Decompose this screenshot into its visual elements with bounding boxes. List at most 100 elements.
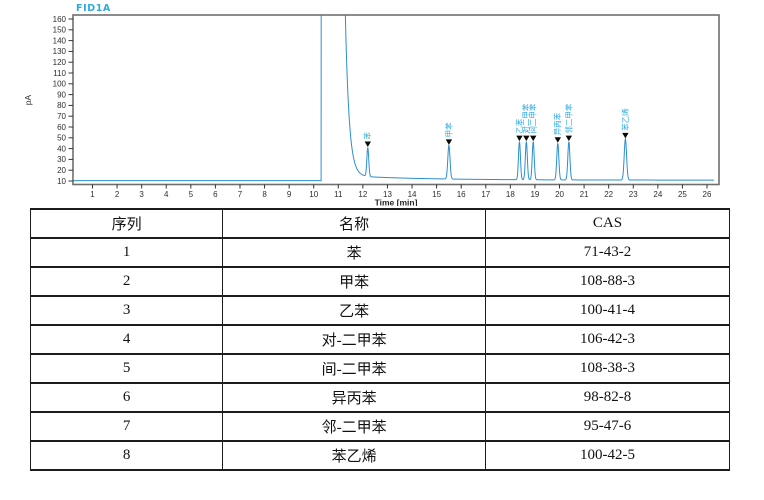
x-tick-label: 5 bbox=[189, 190, 194, 199]
x-tick-label: 16 bbox=[457, 190, 466, 199]
peak-marker bbox=[445, 139, 453, 145]
table-header-col-1: 序列 bbox=[29, 208, 224, 239]
seq-cell: 8 bbox=[29, 440, 224, 471]
table-row: 5 间-二甲苯 108-38-3 bbox=[29, 353, 730, 384]
x-tick-label: 24 bbox=[653, 190, 662, 199]
seq-cell: 6 bbox=[29, 382, 224, 413]
y-tick-label: 140 bbox=[53, 36, 67, 45]
plot-frame bbox=[72, 14, 720, 186]
y-tick-label: 130 bbox=[53, 47, 67, 56]
table-row: 7 邻-二甲苯 95-47-6 bbox=[29, 411, 730, 442]
table-row: 4 对-二甲苯 106-42-3 bbox=[29, 324, 730, 355]
y-tick-label: 60 bbox=[57, 123, 66, 132]
peak-marker bbox=[516, 135, 523, 142]
chromatogram-trace bbox=[73, 15, 715, 182]
y-tick-label: 110 bbox=[53, 69, 66, 78]
peak-label: 对二甲苯 bbox=[521, 103, 531, 133]
cas-cell: 106-42-3 bbox=[485, 324, 730, 355]
cas-cell: 98-82-8 bbox=[485, 382, 730, 413]
x-tick-label: 7 bbox=[238, 190, 243, 199]
peak-label: 乙苯 bbox=[514, 118, 524, 133]
table-header-col-2: 名称 bbox=[222, 208, 487, 239]
y-tick-label: 150 bbox=[53, 26, 67, 35]
table-row: 2 甲苯 108-88-3 bbox=[29, 266, 730, 297]
peak-label: 异丙苯 bbox=[552, 112, 562, 135]
x-tick-label: 14 bbox=[408, 190, 417, 199]
y-tick-label: 20 bbox=[57, 166, 66, 175]
cas-cell: 95-47-6 bbox=[485, 411, 730, 442]
name-cell: 苯 bbox=[222, 237, 487, 268]
x-tick-label: 19 bbox=[530, 190, 539, 199]
peak-label: 苯乙烯 bbox=[620, 108, 630, 131]
y-axis-label: pA bbox=[23, 94, 33, 105]
x-tick-label: 3 bbox=[139, 190, 144, 199]
seq-cell: 3 bbox=[29, 295, 224, 326]
y-tick-label: 80 bbox=[57, 101, 66, 110]
x-tick-label: 6 bbox=[213, 190, 218, 199]
name-cell: 乙苯 bbox=[222, 295, 487, 326]
x-tick-label: 26 bbox=[703, 190, 712, 199]
x-tick-label: 13 bbox=[383, 190, 392, 199]
seq-cell: 7 bbox=[29, 411, 224, 442]
x-tick-label: 10 bbox=[309, 190, 318, 199]
cas-cell: 100-41-4 bbox=[485, 295, 730, 326]
table-header-row: 序列 名称 CAS bbox=[29, 208, 730, 239]
y-tick-label: 70 bbox=[57, 112, 66, 121]
table-row: 6 异丙苯 98-82-8 bbox=[29, 382, 730, 413]
trace-group bbox=[73, 15, 715, 182]
x-tick-label: 12 bbox=[358, 190, 367, 199]
x-tick-label: 1 bbox=[90, 190, 95, 199]
x-tick-label: 4 bbox=[164, 190, 169, 199]
peak-marker bbox=[622, 132, 629, 139]
cas-cell: 108-88-3 bbox=[485, 266, 730, 297]
peak-label: 苯 bbox=[362, 132, 372, 140]
y-tick-label: 40 bbox=[57, 144, 66, 153]
name-cell: 甲苯 bbox=[222, 266, 487, 297]
y-tick-label: 90 bbox=[57, 90, 66, 99]
x-tick-label: 8 bbox=[262, 190, 267, 199]
table-row: 3 乙苯 100-41-4 bbox=[29, 295, 730, 326]
chromatogram-panel: FID1A 10 20 30 40 50 60 70 80 90 100 110 120 130 140 15… bbox=[0, 0, 764, 206]
name-cell: 邻-二甲苯 bbox=[222, 411, 487, 442]
name-cell: 间-二甲苯 bbox=[222, 353, 487, 384]
table-row: 8 苯乙烯 100-42-5 bbox=[29, 440, 730, 471]
peak-marker bbox=[554, 137, 561, 143]
peak-marker bbox=[565, 135, 573, 142]
x-tick-label: 22 bbox=[604, 190, 613, 199]
y-tick-label: 10 bbox=[57, 177, 66, 186]
table-header-col-3: CAS bbox=[485, 208, 730, 239]
cas-cell: 71-43-2 bbox=[485, 237, 730, 268]
x-tick-label: 2 bbox=[115, 190, 120, 199]
y-tick-label: 120 bbox=[53, 58, 67, 67]
y-tick-label: 30 bbox=[57, 155, 66, 164]
x-tick-label: 17 bbox=[481, 190, 490, 199]
compound-table-head: 序列 名称 CAS bbox=[29, 208, 730, 239]
peak-marker bbox=[364, 141, 371, 148]
y-tick-label: 160 bbox=[53, 15, 67, 24]
x-tick-label: 18 bbox=[506, 190, 515, 199]
x-tick-label: 25 bbox=[678, 190, 687, 199]
compound-table: 序列 名称 CAS 1 苯 71-43-2 2 甲苯 108-88-3 3 乙苯 100-41-4 4… bbox=[29, 208, 730, 471]
x-tick-label: 20 bbox=[555, 190, 564, 199]
compound-table-body: 1 苯 71-43-2 2 甲苯 108-88-3 3 乙苯 100-41-4 4 对-二甲苯 106… bbox=[29, 237, 730, 471]
chromatogram-plot: FID1A10203040506070809010011012013014015… bbox=[23, 3, 720, 207]
x-tick-label: 23 bbox=[629, 190, 638, 199]
x-tick-label: 15 bbox=[432, 190, 441, 199]
peak-label: 邻二甲苯 bbox=[563, 103, 573, 133]
seq-cell: 5 bbox=[29, 353, 224, 384]
seq-cell: 1 bbox=[29, 237, 224, 268]
seq-cell: 2 bbox=[29, 266, 224, 297]
y-tick-label: 100 bbox=[53, 80, 67, 89]
name-cell: 苯乙烯 bbox=[222, 440, 487, 471]
signal-title: FID1A bbox=[76, 3, 111, 14]
compound-table-wrap: 序列 名称 CAS 1 苯 71-43-2 2 甲苯 108-88-3 3 乙苯 100-41-4 4… bbox=[29, 208, 730, 471]
x-axis-label: Time [min] bbox=[375, 198, 418, 207]
x-tick-label: 21 bbox=[580, 190, 589, 199]
table-row: 1 苯 71-43-2 bbox=[29, 237, 730, 268]
y-tick-label: 50 bbox=[57, 134, 66, 143]
cas-cell: 108-38-3 bbox=[485, 353, 730, 384]
peak-marker bbox=[523, 135, 530, 142]
name-cell: 对-二甲苯 bbox=[222, 324, 487, 355]
name-cell: 异丙苯 bbox=[222, 382, 487, 413]
